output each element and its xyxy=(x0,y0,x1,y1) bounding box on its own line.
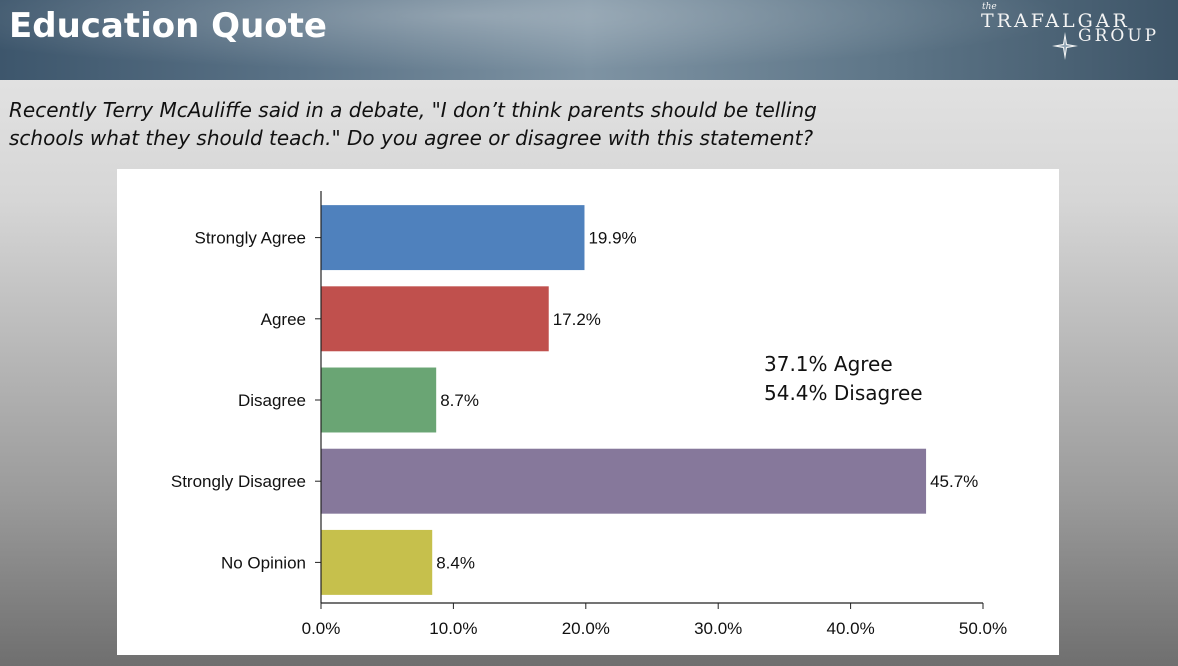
value-label-4: 8.4% xyxy=(436,553,475,572)
x-tick-label-3: 30.0% xyxy=(694,619,742,638)
category-label-0: Strongly Agree xyxy=(194,229,306,248)
header-banner xyxy=(0,0,1178,80)
trafalgar-logo: the TRAFALGAR GROUP xyxy=(978,2,1168,64)
bar-3 xyxy=(321,448,927,514)
category-label-1: Agree xyxy=(261,310,306,329)
category-label-2: Disagree xyxy=(238,391,306,410)
value-label-0: 19.9% xyxy=(588,229,636,248)
bar-0 xyxy=(321,205,585,271)
bar-1 xyxy=(321,286,549,352)
value-label-2: 8.7% xyxy=(440,391,479,410)
x-tick-label-0: 0.0% xyxy=(302,619,341,638)
summary-line-0: 37.1% Agree xyxy=(764,352,893,376)
axes-group: Strongly Agree Agree Disagree Strongly Disa… xyxy=(171,191,1007,638)
logo-line-1: TRAFALGAR xyxy=(981,10,1130,32)
x-tick-label-2: 20.0% xyxy=(562,619,610,638)
bar-2 xyxy=(321,367,437,433)
category-label-3: Strongly Disagree xyxy=(171,472,306,491)
x-tick-label-1: 10.0% xyxy=(429,619,477,638)
x-tick-label-4: 40.0% xyxy=(826,619,874,638)
bar-4 xyxy=(321,529,433,595)
value-label-3: 45.7% xyxy=(930,472,978,491)
x-tick-label-5: 50.0% xyxy=(959,619,1007,638)
survey-question: Recently Terry McAuliffe said in a debat… xyxy=(9,98,817,150)
bar-chart: 19.9% 17.2% 8.7% 45.7% 8.4% Strongly Agree Ag… xyxy=(171,191,1007,638)
summary-line-1: 54.4% Disagree xyxy=(764,381,923,405)
bars-group: 19.9% 17.2% 8.7% 45.7% 8.4% xyxy=(321,205,978,595)
summary-group: 37.1% Agree 54.4% Disagree xyxy=(764,352,923,405)
category-label-4: No Opinion xyxy=(221,553,306,572)
value-label-1: 17.2% xyxy=(553,310,601,329)
chart-panel: 19.9% 17.2% 8.7% 45.7% 8.4% Strongly Agree Ag… xyxy=(117,169,1059,655)
compass-star-icon xyxy=(1052,32,1078,60)
logo-line-2: GROUP xyxy=(1078,26,1160,46)
page-title: Education Quote xyxy=(9,6,327,46)
logo-prefix: the xyxy=(982,2,997,12)
